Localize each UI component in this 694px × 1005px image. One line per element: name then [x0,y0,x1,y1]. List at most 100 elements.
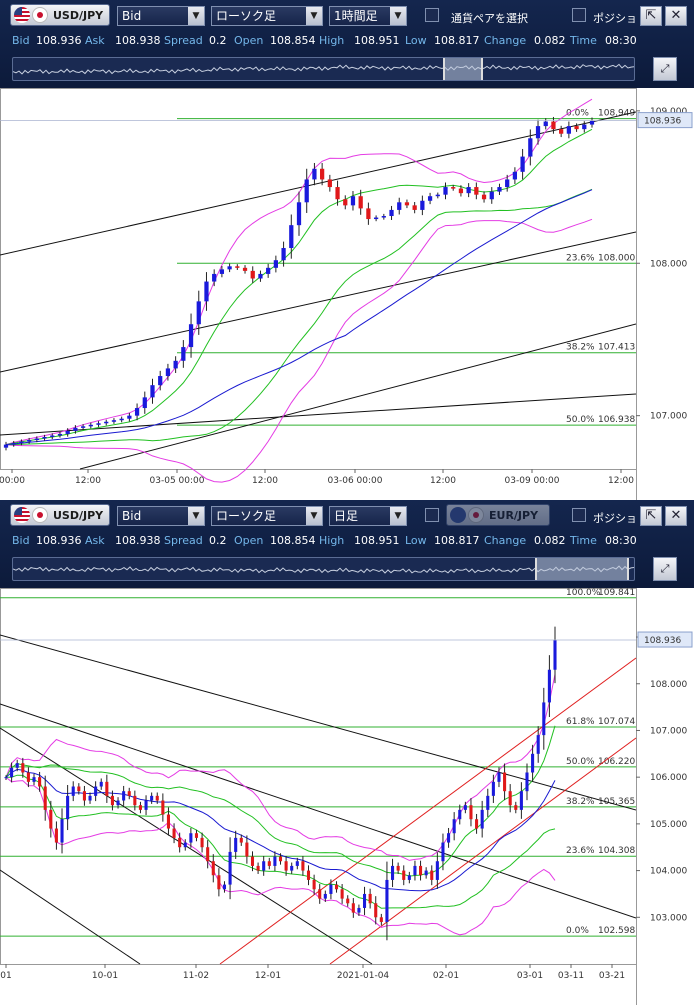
spread-label: Spread [164,34,203,47]
y-axis-tick-label: 107.000 [650,412,687,422]
candle-body [391,865,395,880]
fibonacci-level-label: 61.8% [566,717,595,727]
low-label: Low [405,34,427,47]
candle-body [88,795,92,801]
candle-body [531,753,535,773]
candle-body [211,861,215,876]
price-type-select[interactable]: Bid ▼ [117,6,205,26]
candle-body [73,427,78,431]
position-checkbox[interactable] [572,8,586,22]
bollinger-upper-1sigma [5,725,556,877]
collapse-icon[interactable]: ⇱ [640,6,662,26]
candle-body [206,847,210,862]
x-axis-tick-label: 03-21 [599,971,625,981]
compare-pair-checkbox[interactable] [425,508,439,522]
chart-type-select[interactable]: ローソク足 ▼ [211,6,323,26]
candle-body [3,444,9,448]
candle-body [357,907,361,913]
candle-body [258,273,263,279]
timeframe-select[interactable]: 1時間足 ▼ [329,6,407,26]
candle-body [165,368,171,377]
candle-body [542,702,546,736]
currency-pair-button[interactable]: USD/JPY [10,4,110,26]
candle-body [435,861,439,880]
candle-body [420,200,425,210]
chart-type-select[interactable]: ローソク足 ▼ [211,506,323,526]
candle-body [443,187,448,195]
candle-body [242,267,248,271]
candle-body [196,301,201,325]
candle-body [486,795,490,810]
collapse-icon[interactable]: ⇱ [640,506,662,526]
candle-body [80,426,86,428]
candle-body [228,851,232,885]
candle-body [320,168,325,180]
position-checkbox[interactable] [572,508,586,522]
chart-background [0,88,694,500]
candle-body [34,438,39,441]
candle-body [318,889,322,899]
price-chart-daily[interactable]: 100.0%109.841 61.8% 107.074 50.0% 106.220 38.… [0,588,694,1005]
candle-body [329,884,333,894]
candle-body [553,640,557,670]
select-pair-checkbox[interactable] [425,8,439,22]
compare-pair-button[interactable]: EUR/JPY [446,504,550,526]
low-value: 108.817 [434,34,480,47]
candle-body [189,833,193,843]
time-value: 08:30 [605,534,637,547]
x-axis-tick-label: 03-05 00:00 [150,476,205,486]
candle-body [389,209,394,217]
chevron-down-icon: ▼ [306,7,322,25]
candle-body [178,837,182,848]
price-type-select[interactable]: Bid ▼ [117,506,205,526]
navigator-preview [13,565,634,574]
trend-line [219,657,637,965]
navigator-window-handle[interactable] [443,58,483,80]
chart-navigator[interactable] [12,57,635,81]
candle-body [489,191,494,200]
candle-body [150,385,155,398]
navigator-window-handle[interactable] [535,558,629,580]
ask-label: Ask [85,34,105,47]
bollinger-lower-1sigma [6,774,556,909]
candle-body [289,225,294,249]
candle-body [77,786,81,792]
candle-body [574,126,579,130]
candle-body [21,763,25,773]
close-icon[interactable]: ✕ [665,506,687,526]
change-value: 0.082 [534,534,566,547]
candle-body [144,800,148,810]
ask-value: 108.938 [115,34,161,47]
candle-body [71,786,75,796]
chevron-down-icon: ▼ [390,507,406,525]
candle-body [127,415,132,419]
candle-body [273,260,278,268]
expand-arrows-icon[interactable]: ⤢ [653,557,677,581]
expand-arrows-icon[interactable]: ⤢ [653,57,677,81]
bollinger-upper-2sigma [5,674,556,861]
change-label: Change [484,534,527,547]
chevron-down-icon: ▼ [188,507,204,525]
fibonacci-level-price: 106.220 [598,757,635,767]
quote-bar: Bid 108.936 Ask 108.938 Spread 0.2 Open … [0,534,694,552]
timeframe-select[interactable]: 日足 ▼ [329,506,407,526]
candle-body [514,805,518,810]
x-axis-tick-label: 11-02 [183,971,209,981]
candle-body [105,781,109,796]
chart-navigator[interactable] [12,557,635,581]
timeframe-value: 1時間足 [334,9,378,23]
candle-body [362,893,367,908]
candle-body [296,202,302,226]
candle-body [458,188,464,194]
candle-body [278,856,283,862]
navigator-line [13,565,634,574]
chart-toolbar: USD/JPY Bid ▼ ローソク足 ▼ 1時間足 ▼ 通貨ペアを選択 ポジショ ⇱… [0,0,694,88]
close-icon[interactable]: ✕ [665,6,687,26]
currency-pair-button[interactable]: USD/JPY [10,504,110,526]
bid-value: 108.936 [36,534,82,547]
candle-body [334,884,339,890]
candle-body [104,421,109,424]
candle-body [505,179,510,188]
fibonacci-level-price: 107.074 [598,717,635,727]
